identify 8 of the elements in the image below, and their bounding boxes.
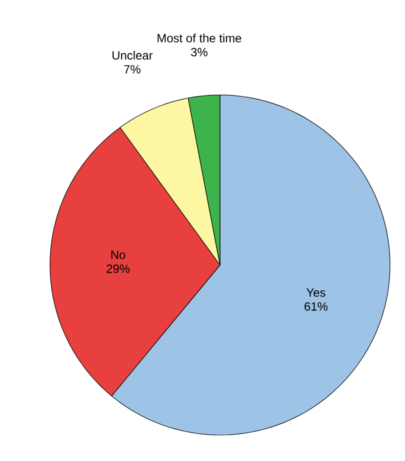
slice-label: No bbox=[111, 250, 126, 259]
data-label: 29% bbox=[106, 264, 130, 273]
data-label: 61% bbox=[304, 302, 328, 311]
slice-label: Unclear bbox=[112, 50, 153, 60]
data-label: 3% bbox=[191, 48, 208, 56]
slice-label: Most of the time bbox=[158, 34, 242, 42]
data-label: 7% bbox=[124, 65, 140, 74]
slice-label: Yes bbox=[306, 288, 326, 297]
